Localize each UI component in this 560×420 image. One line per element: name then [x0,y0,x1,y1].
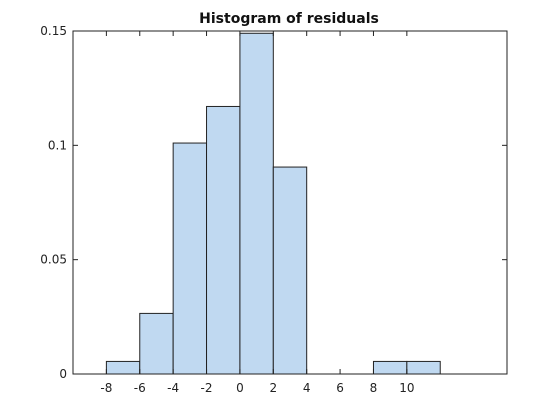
histogram-bar [172,142,208,375]
histogram-bar [406,360,441,375]
x-tick-label: 0 [236,381,244,395]
y-tick-label: 0.1 [48,138,67,152]
histogram-bar [139,312,174,375]
x-tick-label: -2 [201,381,213,395]
x-tick-label: 8 [370,381,378,395]
x-tick-label: 4 [303,381,311,395]
x-tick-label: 10 [399,381,414,395]
histogram-bar [239,32,274,375]
axes-group [72,30,508,375]
x-tick-label: 6 [336,381,344,395]
y-tick-label: 0 [59,367,67,381]
x-tick-label: -6 [134,381,146,395]
y-tick-label: 0.05 [40,253,67,267]
x-tick-label: -4 [167,381,179,395]
histogram-bar [372,360,408,375]
plot-frame [72,30,508,375]
x-tick-label: 2 [269,381,277,395]
histogram-bar [272,166,308,375]
histogram-bar [206,105,241,375]
x-tick-label: -8 [100,381,112,395]
chart-title: Histogram of residuals [199,11,379,27]
bars-group [105,32,441,375]
histogram-bar [105,360,141,375]
y-tick-label: 0.15 [40,24,67,38]
y-ticks-group: 0 0.05 0.1 0.15 [40,24,507,381]
x-ticks-group: -8 -6 -4 -2 0 2 4 6 8 10 [100,31,414,395]
